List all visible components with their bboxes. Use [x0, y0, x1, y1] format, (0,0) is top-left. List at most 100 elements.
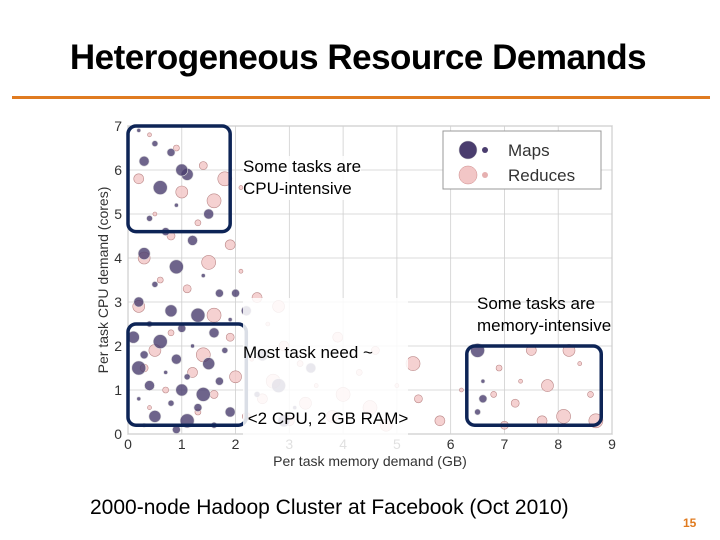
- legend-reduces-marker: [458, 165, 478, 185]
- map-point: [215, 288, 224, 298]
- reduce-point: [147, 405, 152, 410]
- map-point: [166, 148, 176, 157]
- map-point: [163, 370, 168, 375]
- callout-mem-line2: memory-intensive: [477, 316, 612, 335]
- y-tick-label: 4: [114, 250, 122, 266]
- legend-reduces-label: Reduces: [508, 166, 575, 185]
- reduce-point: [187, 367, 198, 378]
- callout-common-line2: <2 CPU, 2 GB RAM>: [243, 409, 409, 428]
- reduce-point: [577, 361, 583, 366]
- reduce-point: [541, 379, 554, 392]
- reduce-point: [434, 415, 446, 427]
- callout-cpu-line1: Some tasks are: [243, 157, 362, 176]
- reduce-point: [238, 185, 244, 190]
- map-point: [138, 155, 150, 167]
- reduce-point: [182, 284, 192, 294]
- reduce-point: [495, 364, 503, 372]
- x-tick-label: 9: [608, 436, 616, 452]
- map-point: [174, 202, 179, 208]
- reduce-point: [587, 391, 594, 398]
- callout-mem-line1: Some tasks are: [477, 294, 596, 313]
- page-number: 15: [683, 516, 697, 530]
- reduce-point: [518, 378, 523, 384]
- x-tick-label: 0: [124, 436, 132, 452]
- reduce-point: [175, 185, 189, 199]
- y-tick-label: 2: [114, 338, 122, 354]
- reduce-point: [133, 173, 145, 185]
- map-point: [151, 140, 159, 147]
- reduce-point: [167, 329, 175, 337]
- reduce-point: [194, 219, 202, 227]
- map-point: [152, 180, 168, 195]
- map-point: [167, 399, 175, 407]
- y-tick-label: 6: [114, 162, 122, 178]
- map-point: [131, 360, 147, 376]
- map-point: [195, 387, 211, 402]
- reduce-point: [201, 255, 216, 270]
- slide-title: Heterogeneous Resource Demands: [69, 38, 647, 77]
- reduce-point: [229, 370, 242, 384]
- map-point: [480, 378, 486, 384]
- map-point: [183, 373, 191, 381]
- map-point: [215, 376, 224, 386]
- x-axis-label: Per task memory demand (GB): [273, 453, 467, 469]
- map-point: [193, 403, 203, 412]
- reduce-point: [206, 193, 222, 209]
- legend-maps-marker: [458, 140, 478, 160]
- y-axis-label: Per task CPU demand (cores): [95, 187, 111, 374]
- map-point: [175, 163, 189, 177]
- map-point: [146, 215, 153, 222]
- x-tick-label: 2: [232, 436, 240, 452]
- x-tick-label: 7: [501, 436, 509, 452]
- reduce-point: [459, 387, 464, 393]
- reduce-point: [173, 144, 180, 152]
- callout-memory-intensive: Some tasks are memory-intensive: [477, 293, 611, 337]
- reduce-point: [556, 409, 571, 424]
- title-underline: [12, 96, 710, 99]
- x-tick-label: 6: [447, 436, 455, 452]
- map-point: [136, 128, 142, 133]
- reduce-point: [209, 390, 219, 399]
- map-point: [474, 408, 481, 416]
- map-point: [171, 353, 182, 365]
- map-point: [133, 296, 145, 308]
- x-tick-label: 1: [178, 436, 186, 452]
- reduce-point: [162, 386, 169, 394]
- map-point: [231, 288, 240, 298]
- map-point: [227, 317, 233, 322]
- map-point: [202, 357, 215, 370]
- y-tick-label: 7: [114, 118, 122, 134]
- map-point: [151, 281, 159, 288]
- callout-cpu-line2: CPU-intensive: [243, 179, 352, 198]
- slide-caption: 2000-node Hadoop Cluster at Facebook (Oc…: [90, 496, 569, 519]
- highlight-box-cpu-intensive: [126, 124, 232, 234]
- x-tick-label: 8: [554, 436, 562, 452]
- legend-reduces-marker-small: [482, 172, 488, 178]
- map-point: [152, 334, 168, 349]
- map-point: [148, 410, 162, 423]
- reduce-point: [224, 239, 236, 251]
- reduce-point: [147, 132, 152, 138]
- map-point: [169, 259, 184, 275]
- callout-common-demand: Most task need ~ <2 CPU, 2 GB RAM>: [243, 298, 409, 452]
- y-tick-label: 5: [114, 206, 122, 222]
- y-tick-label: 3: [114, 294, 122, 310]
- map-point: [190, 307, 206, 323]
- callout-cpu-intensive: Some tasks are CPU-intensive: [243, 156, 362, 200]
- reduce-point: [206, 307, 222, 323]
- map-point: [208, 327, 220, 339]
- map-point: [478, 394, 488, 404]
- reduce-point: [225, 332, 235, 342]
- map-point: [144, 380, 155, 391]
- map-point: [224, 406, 236, 418]
- reduce-point: [238, 268, 244, 274]
- map-point: [137, 247, 151, 260]
- map-point: [175, 383, 189, 397]
- map-point: [136, 396, 142, 402]
- legend: Maps Reduces: [442, 130, 602, 190]
- y-tick-label: 0: [114, 426, 122, 442]
- reduce-point: [156, 276, 164, 284]
- legend-maps-marker-small: [482, 147, 488, 153]
- map-point: [139, 350, 149, 360]
- reduce-point: [198, 161, 208, 170]
